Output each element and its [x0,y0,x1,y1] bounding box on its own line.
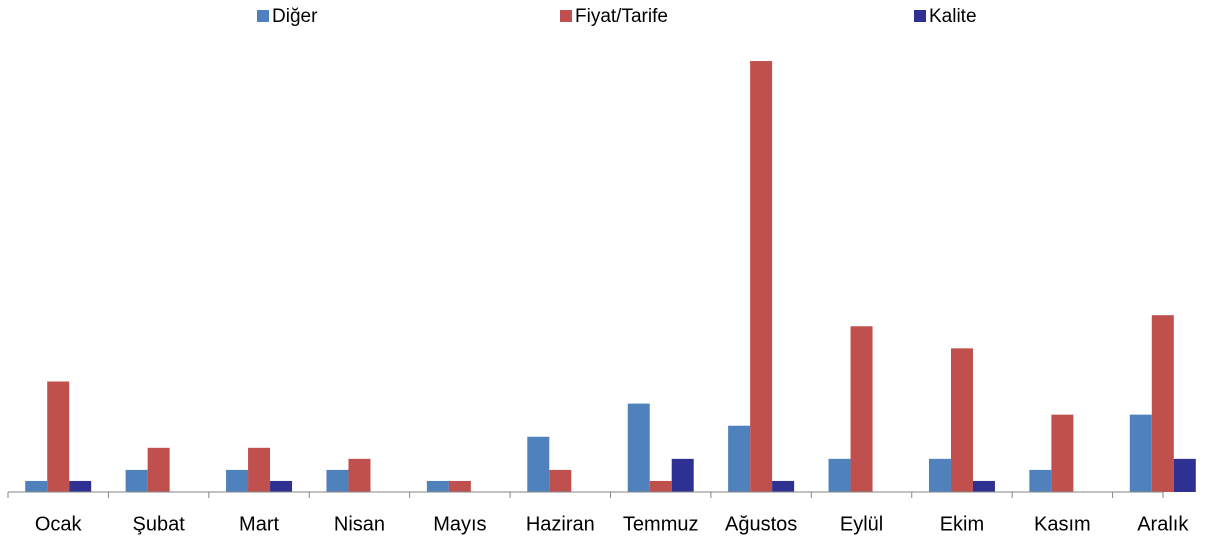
x-tick-label: Mayıs [433,513,486,535]
bar [226,469,249,492]
legend-label: Diğer [272,6,318,27]
bar [326,469,349,492]
bar [549,469,572,492]
bar [47,381,70,492]
x-tick-label: Eylül [840,513,883,535]
bar [671,458,694,492]
legend-swatch [914,10,926,22]
bar [649,480,672,492]
x-tick-label: Ağustos [725,513,797,535]
bar [1151,315,1174,492]
bar [972,480,995,492]
bar [527,436,550,492]
bar [448,480,471,492]
bar [1029,469,1052,492]
bar [1173,458,1196,492]
bar [828,458,851,492]
bar [426,480,449,492]
bar [69,480,92,492]
bar [147,447,170,492]
x-tick-label: Şubat [132,513,185,535]
x-tick-label: Nisan [334,513,385,535]
x-tick-label: Haziran [526,513,595,535]
legend-swatch [257,10,269,22]
x-tick-label: Mart [239,513,279,535]
x-tick-label: Aralık [1137,513,1189,535]
bar [125,469,148,492]
bar [950,348,973,492]
legend-label: Fiyat/Tarife [575,6,668,27]
bar [25,480,48,492]
bar [270,480,293,492]
x-tick-label: Ekim [940,513,984,535]
bar [1129,414,1152,492]
bar [850,326,873,492]
x-tick-label: Ocak [35,513,83,535]
bar [1051,414,1074,492]
bar [728,425,751,492]
x-tick-label: Kasım [1034,513,1091,535]
legend-swatch [560,10,572,22]
legend-label: Kalite [929,6,977,27]
bar [627,403,650,492]
bar [928,458,951,492]
bar [248,447,271,492]
x-tick-label: Temmuz [623,513,699,535]
bar [750,61,773,493]
bar [348,458,371,492]
bar [772,480,795,492]
